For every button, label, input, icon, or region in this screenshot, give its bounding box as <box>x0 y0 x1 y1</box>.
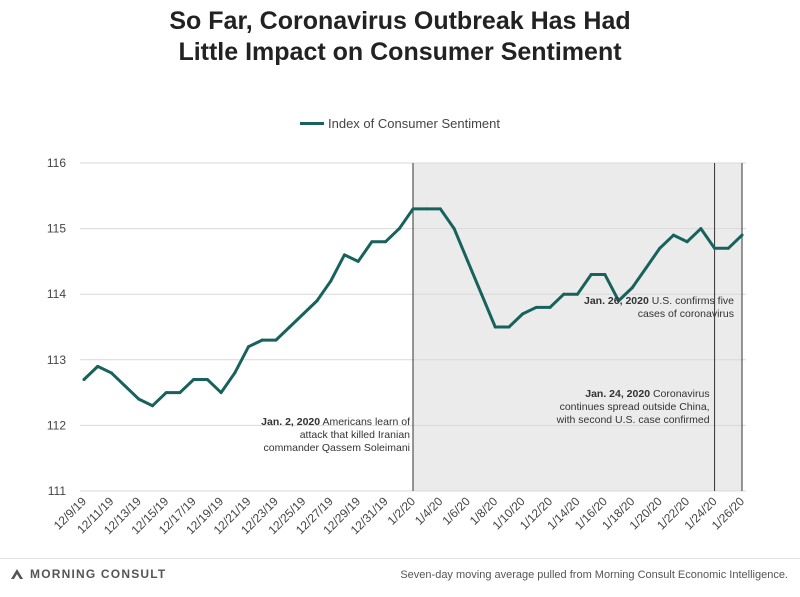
brand-name: MORNING CONSULT <box>30 567 167 581</box>
annotation-line: Jan. 2, 2020 Americans learn of <box>261 416 410 428</box>
morning-consult-logo-icon <box>11 569 23 579</box>
y-tick-label: 111 <box>48 484 67 498</box>
data-point <box>466 259 470 263</box>
chart-title: So Far, Coronavirus Outbreak Has Had Lit… <box>0 6 800 68</box>
legend-swatch <box>300 122 324 126</box>
y-tick-label: 114 <box>47 287 66 301</box>
data-point <box>274 338 278 342</box>
annotation-line: attack that killed Iranian <box>300 429 410 441</box>
data-point <box>740 233 744 237</box>
data-point <box>658 246 662 250</box>
data-point <box>342 253 346 257</box>
data-point <box>548 305 552 309</box>
data-point <box>713 246 717 250</box>
annotation-line: with second U.S. case confirmed <box>556 414 710 426</box>
data-point <box>247 345 250 349</box>
data-point <box>260 338 264 342</box>
data-point <box>137 397 141 401</box>
data-point <box>384 240 388 244</box>
y-tick-label: 115 <box>47 222 66 236</box>
line-chart: 11111211311411511612/9/1912/11/1912/13/1… <box>47 156 747 537</box>
data-point <box>603 273 607 277</box>
data-point <box>671 233 675 237</box>
data-point <box>562 292 566 296</box>
data-point <box>438 207 442 211</box>
annotation-date: Jan. 2, 2020 <box>261 416 320 428</box>
annotation-line: cases of coronavirus <box>638 308 734 320</box>
data-point <box>233 371 237 375</box>
data-point <box>726 246 730 250</box>
chart-title-line-2: Little Impact on Consumer Sentiment <box>178 38 622 66</box>
annotation-text: Coronavirus <box>650 388 710 400</box>
data-point <box>356 259 360 263</box>
y-tick-label: 116 <box>47 156 66 170</box>
x-tick-label: 1/6/20 <box>439 494 473 528</box>
legend: Index of Consumer Sentiment <box>0 116 800 131</box>
annotation-line: Jan. 24, 2020 Coronavirus <box>585 388 709 400</box>
annotation-date: Jan. 26, 2020 <box>584 295 649 307</box>
data-point <box>123 384 127 388</box>
annotation-line: Jan. 26, 2020 U.S. confirms five <box>584 295 734 307</box>
data-point <box>425 207 429 211</box>
data-point <box>534 305 538 309</box>
annotation-date: Jan. 24, 2020 <box>585 388 650 400</box>
data-point <box>315 299 319 303</box>
data-point <box>109 371 113 375</box>
data-point <box>411 207 415 211</box>
data-point <box>589 273 593 277</box>
data-point <box>507 325 511 329</box>
y-tick-label: 112 <box>47 418 66 432</box>
y-tick-label: 113 <box>47 353 66 367</box>
data-point <box>493 325 497 329</box>
data-point <box>205 377 209 381</box>
data-point <box>288 325 292 329</box>
data-point <box>164 391 168 395</box>
legend-label: Index of Consumer Sentiment <box>328 116 500 131</box>
data-point <box>452 227 456 231</box>
x-tick-label: 1/2/20 <box>385 494 419 528</box>
x-tick-label: 1/4/20 <box>412 494 446 528</box>
data-point <box>685 240 689 244</box>
chart-title-line-1: So Far, Coronavirus Outbreak Has Had <box>169 7 631 35</box>
annotation-text: U.S. confirms five <box>649 295 734 307</box>
data-point <box>480 292 484 296</box>
shaded-region <box>413 163 742 491</box>
annotation-text: Americans learn of <box>320 416 410 428</box>
data-point <box>576 292 579 296</box>
source-note: Seven-day moving average pulled from Mor… <box>400 569 788 581</box>
data-point <box>96 364 100 368</box>
data-point <box>192 377 196 381</box>
data-point <box>630 286 634 290</box>
data-point <box>521 312 525 316</box>
data-point <box>617 299 621 303</box>
data-point <box>370 240 374 244</box>
data-point <box>82 377 86 381</box>
data-point <box>151 404 155 408</box>
data-point <box>699 227 703 231</box>
data-point <box>178 391 182 395</box>
data-point <box>644 266 648 270</box>
data-point <box>301 312 305 316</box>
data-point <box>329 279 333 283</box>
annotation-line: continues spread outside China, <box>560 401 710 413</box>
data-point <box>397 227 401 231</box>
annotation-line: commander Qassem Soleimani <box>264 442 410 454</box>
footer-divider <box>0 558 800 559</box>
data-point <box>219 391 223 395</box>
brand: MORNING CONSULT <box>10 567 166 581</box>
